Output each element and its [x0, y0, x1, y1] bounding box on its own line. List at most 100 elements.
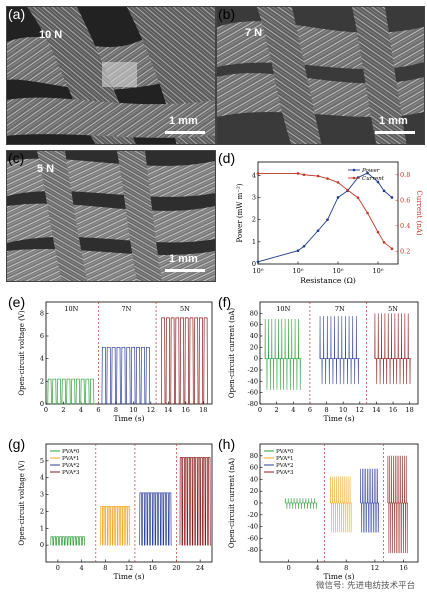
x-axis-label-f: Time (s)	[323, 414, 354, 423]
y2-tick-label-d: 0.4	[400, 222, 410, 230]
y-tick-label-h: -60	[248, 534, 258, 542]
legend-marker-current	[352, 176, 356, 180]
x-tick-label-e: 4	[79, 406, 83, 414]
y-axis-label-e: Open-circuit voltage (V)	[18, 310, 26, 395]
data-point-current	[256, 172, 260, 175]
x-tick-label-f: 18	[406, 406, 414, 414]
series-line-f-10N	[264, 318, 302, 390]
y-axis-label-d: Power (mW m⁻²)	[236, 183, 244, 242]
plot-frame-f	[259, 301, 419, 405]
y-tick-label-e: 0	[40, 400, 44, 408]
data-point-power	[256, 260, 260, 264]
y-tick-label-e: 6	[40, 332, 44, 340]
data-point-power	[296, 249, 300, 252]
plot-frame-e	[45, 301, 213, 405]
x-tick-label-g: 8	[103, 564, 107, 572]
y-tick-label-g: 5	[40, 457, 44, 465]
data-point-current	[382, 241, 386, 244]
data-point-power	[302, 244, 306, 248]
y-tick-label-h: 80	[250, 452, 258, 460]
y-tick-label-h: 60	[250, 464, 258, 472]
y-tick-label-d: 2	[252, 216, 256, 224]
x-tick-label-f: 8	[324, 406, 328, 414]
series-line-g-PVA-1	[100, 506, 131, 546]
y2-axis-label-d: Current (nA)	[415, 190, 423, 236]
y-tick-label-h: -80	[248, 546, 258, 554]
panel-label-f: (f)	[218, 294, 232, 310]
y-tick-label-g: 1	[40, 524, 44, 532]
x-tick-label-d: 10⁰	[373, 267, 384, 275]
x-tick-label-f: 10	[339, 406, 347, 414]
x-tick-label-g: 24	[196, 564, 204, 572]
panel-label-g: (g)	[8, 436, 26, 452]
x-tick-label-h: 4	[315, 564, 319, 572]
segment-label-f: 7N	[335, 305, 345, 313]
x-tick-label-f: 6	[308, 406, 312, 414]
sem-texture-b	[217, 7, 424, 144]
y-axis-label-f: Open-circuit current (nA)	[228, 308, 236, 399]
x-tick-label-g: 16	[149, 564, 157, 572]
series-line-h-PVA-3	[387, 455, 408, 554]
segment-label-e: 10N	[64, 305, 78, 313]
force-label-c: 5 N	[37, 163, 55, 175]
segment-label-e: 7N	[121, 305, 131, 313]
x-tick-label-g: 12	[125, 564, 133, 572]
scale-text-b: 1 mm	[379, 115, 408, 127]
x-axis-label-d: Resistance (Ω)	[300, 276, 356, 285]
series-line-g-PVA-0	[50, 536, 86, 546]
legend-label-current: Current	[362, 176, 385, 182]
data-point-current	[302, 173, 306, 177]
data-point-current	[346, 188, 349, 192]
segment-label-f: 10N	[276, 305, 290, 313]
series-line-power	[257, 172, 393, 263]
segment-label-e: 5N	[180, 305, 190, 313]
y2-tick-label-d: 0.6	[400, 196, 410, 204]
scale-bar-a	[165, 131, 205, 134]
legend-label-g: PVA*2	[62, 463, 80, 469]
y-tick-label-h: 20	[250, 487, 258, 495]
series-line-h-PVA-2	[360, 468, 380, 533]
series-line-h-PVA-0	[284, 498, 318, 509]
chart-power-current: 10⁰ 10⁰ 10⁰ 10⁰012340.20.40.60.8Resistance …	[236, 161, 423, 285]
data-point-current	[366, 211, 369, 215]
y2-tick-label-d: 0.2	[400, 247, 410, 255]
x-tick-label-d: 10⁰	[253, 267, 264, 275]
sem-texture-c	[7, 151, 215, 281]
data-point-current	[376, 230, 380, 234]
x-axis-label-e: Time (s)	[113, 414, 144, 423]
force-label-a: 10 N	[39, 29, 63, 41]
segment-label-f: 5N	[388, 305, 398, 313]
x-tick-label-h: 16	[399, 564, 407, 572]
y-tick-label-f: 20	[250, 343, 258, 351]
x-tick-label-f: 4	[291, 406, 295, 414]
y-tick-label-e: 2	[40, 377, 44, 385]
chart-current-pva: 0 4 8 12 16 -80 -60 -40 -20 0 20 40 60 80 Time (s) Open…	[228, 443, 419, 581]
x-tick-label-d: 10⁰	[333, 267, 344, 275]
x-tick-label-e: 8	[114, 406, 118, 414]
x-tick-label-f: 0	[258, 406, 262, 414]
x-tick-label-h: 0	[287, 564, 291, 572]
series-line-e-5N	[160, 317, 209, 405]
legend-label-h: PVA*1	[276, 456, 294, 462]
x-tick-label-g: 20	[172, 564, 180, 572]
scale-bar-b	[375, 131, 415, 134]
sem-texture-a	[7, 7, 215, 144]
series-line-h-PVA-1	[330, 476, 352, 533]
series-line-e-7N	[101, 346, 151, 405]
legend-label-g: PVA*1	[62, 456, 80, 462]
data-point-power	[336, 196, 340, 199]
data-point-power	[376, 180, 380, 184]
x-tick-label-e: 10	[129, 406, 137, 414]
y-tick-label-f: 60	[250, 321, 258, 329]
y-axis-label-h: Open-circuit current (nA)	[228, 458, 236, 549]
watermark: 微信号: 先进电纺技术平台	[316, 581, 416, 591]
x-tick-label-h: 12	[371, 564, 379, 572]
panel-label-c: (c)	[8, 150, 25, 166]
data-point-current	[296, 172, 300, 175]
x-tick-label-e: 0	[44, 406, 48, 414]
y-tick-label-d: 3	[252, 193, 256, 201]
y-tick-label-g: 0	[40, 541, 44, 549]
y-tick-label-f: 80	[250, 309, 258, 317]
